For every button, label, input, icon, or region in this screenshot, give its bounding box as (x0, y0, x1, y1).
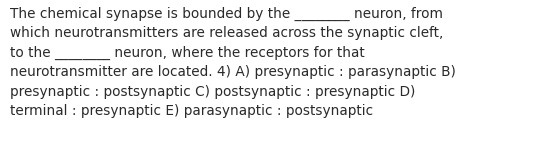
Text: The chemical synapse is bounded by the ________ neuron, from
which neurotransmit: The chemical synapse is bounded by the _… (10, 7, 456, 118)
